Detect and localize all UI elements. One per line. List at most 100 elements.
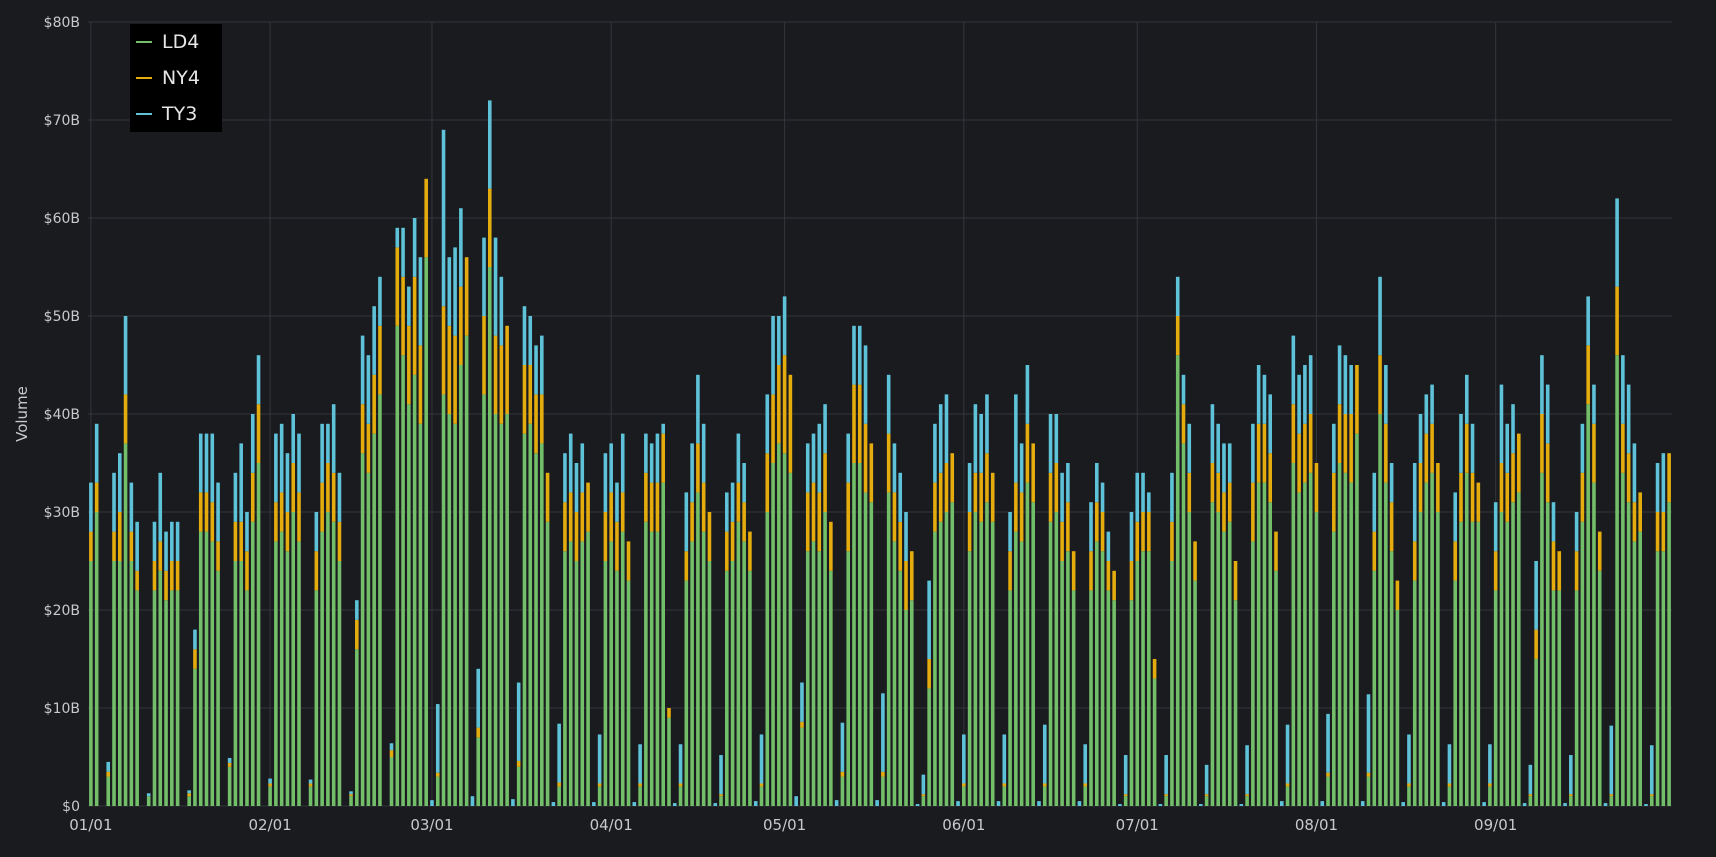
bar-segment-ty3 bbox=[1372, 472, 1377, 532]
bar-segment-ld4 bbox=[482, 394, 486, 806]
bar-segment-ld4 bbox=[1626, 502, 1631, 806]
bar-segment-ld4 bbox=[366, 472, 371, 806]
bar-segment-ty3 bbox=[1204, 764, 1209, 795]
bar-segment-ny4 bbox=[1545, 443, 1550, 503]
bar-segment-ld4 bbox=[250, 521, 255, 806]
legend-item-ty3[interactable]: TY3 bbox=[130, 96, 222, 132]
bar-segment-ny4 bbox=[1453, 541, 1457, 581]
bar-segment-ld4 bbox=[829, 570, 833, 806]
bar-segment-ld4 bbox=[574, 561, 579, 806]
bar-segment-ty3 bbox=[644, 433, 648, 473]
bar-segment-ny4 bbox=[580, 492, 585, 542]
bar-segment-ny4 bbox=[1066, 502, 1070, 552]
bar-segment-ny4 bbox=[1164, 794, 1168, 797]
bar-segment-ny4 bbox=[707, 512, 712, 561]
bar-segment-ny4 bbox=[1071, 551, 1076, 591]
bar-segment-ny4 bbox=[892, 492, 897, 542]
bar-segment-ty3 bbox=[759, 734, 764, 784]
bar-segment-ld4 bbox=[1667, 502, 1671, 806]
bar-segment-ld4 bbox=[1308, 472, 1313, 806]
bar-segment-ld4 bbox=[204, 531, 209, 806]
bar-segment-ty3 bbox=[638, 744, 642, 784]
bar-segment-ld4 bbox=[1251, 541, 1255, 806]
bar-segment-ty3 bbox=[1574, 512, 1579, 552]
bar-segment-ld4 bbox=[823, 512, 827, 806]
bar-segment-ty3 bbox=[1482, 802, 1486, 806]
bar-segment-ty3 bbox=[337, 472, 342, 522]
bar-segment-ty3 bbox=[753, 801, 758, 806]
bar-segment-ld4 bbox=[892, 541, 897, 806]
bar-segment-ny4 bbox=[135, 570, 139, 591]
bar-segment-ty3 bbox=[175, 521, 180, 561]
bar-segment-ny4 bbox=[412, 276, 417, 375]
bar-segment-ny4 bbox=[586, 482, 590, 532]
bar-segment-ny4 bbox=[661, 433, 665, 483]
bar-segment-ty3 bbox=[1268, 394, 1273, 454]
bar-segment-ny4 bbox=[1222, 492, 1226, 532]
bar-segment-ty3 bbox=[979, 414, 983, 473]
bar-segment-ld4 bbox=[1476, 521, 1481, 806]
bar-segment-ty3 bbox=[1661, 453, 1666, 512]
bar-segment-ld4 bbox=[1204, 796, 1209, 806]
bar-segment-ny4 bbox=[1141, 512, 1145, 552]
bar-segment-ld4 bbox=[1089, 590, 1093, 806]
legend: LD4 NY4 TY3 bbox=[130, 24, 222, 132]
bar-segment-ty3 bbox=[840, 722, 845, 772]
bar-segment-ty3 bbox=[1181, 374, 1186, 405]
bar-segment-ty3 bbox=[279, 423, 284, 493]
bar-segment-ny4 bbox=[1615, 286, 1619, 356]
bar-segment-ny4 bbox=[927, 659, 931, 689]
bar-segment-ld4 bbox=[1129, 600, 1134, 806]
bar-segment-ld4 bbox=[1574, 590, 1579, 806]
bar-segment-ty3 bbox=[1089, 502, 1093, 552]
bar-segment-ty3 bbox=[1632, 443, 1637, 503]
bar-segment-ld4 bbox=[118, 561, 122, 806]
bar-segment-ny4 bbox=[1586, 345, 1590, 405]
bar-segment-ld4 bbox=[1083, 786, 1088, 806]
bar-segment-ld4 bbox=[1123, 796, 1128, 806]
y-tick-label: $20B bbox=[44, 603, 80, 619]
bar-segment-ty3 bbox=[1384, 365, 1388, 424]
bar-segment-ny4 bbox=[233, 521, 238, 561]
bar-segment-ny4 bbox=[482, 316, 486, 395]
bar-segment-ty3 bbox=[1025, 365, 1030, 424]
legend-item-ny4[interactable]: NY4 bbox=[130, 60, 222, 96]
bar-segment-ld4 bbox=[146, 796, 151, 806]
bar-segment-ty3 bbox=[1366, 694, 1371, 773]
legend-item-ld4[interactable]: LD4 bbox=[130, 24, 222, 60]
bar-segment-ld4 bbox=[106, 776, 111, 806]
bar-segment-ny4 bbox=[493, 335, 498, 414]
x-tick-label: 08/01 bbox=[1295, 816, 1338, 834]
bar-segment-ny4 bbox=[840, 771, 845, 777]
bar-segment-ny4 bbox=[366, 423, 371, 473]
bar-segment-ny4 bbox=[1430, 423, 1434, 473]
bar-segment-ty3 bbox=[927, 580, 931, 659]
bar-segment-ny4 bbox=[1187, 472, 1192, 512]
bar-segment-ld4 bbox=[973, 512, 978, 806]
bar-segment-ty3 bbox=[1649, 745, 1654, 795]
bar-segment-ld4 bbox=[1060, 561, 1064, 806]
bar-segment-ld4 bbox=[395, 325, 400, 806]
bar-segment-ny4 bbox=[1609, 794, 1614, 797]
bar-segment-ld4 bbox=[1135, 561, 1140, 806]
bar-segment-ty3 bbox=[118, 453, 122, 512]
bar-segment-ld4 bbox=[152, 590, 157, 806]
bar-segment-ty3 bbox=[1592, 384, 1596, 424]
bar-segment-ty3 bbox=[1505, 423, 1510, 473]
bar-segment-ty3 bbox=[233, 472, 238, 522]
bar-segment-ny4 bbox=[568, 492, 573, 542]
bar-segment-ny4 bbox=[759, 783, 764, 787]
bar-segment-ty3 bbox=[1615, 198, 1619, 287]
bar-segment-ny4 bbox=[1557, 551, 1562, 591]
bar-segment-ny4 bbox=[245, 551, 249, 591]
bar-segment-ld4 bbox=[291, 512, 296, 806]
bar-segment-ty3 bbox=[1199, 804, 1203, 806]
bar-segment-ny4 bbox=[187, 793, 191, 797]
bar-segment-ld4 bbox=[534, 453, 538, 806]
bar-segment-ty3 bbox=[453, 247, 457, 336]
bar-segment-ld4 bbox=[314, 590, 319, 806]
bar-segment-ty3 bbox=[1239, 804, 1244, 806]
bar-segment-ld4 bbox=[1019, 541, 1024, 806]
bar-segment-ty3 bbox=[435, 704, 440, 773]
bar-segment-ld4 bbox=[1638, 531, 1642, 806]
